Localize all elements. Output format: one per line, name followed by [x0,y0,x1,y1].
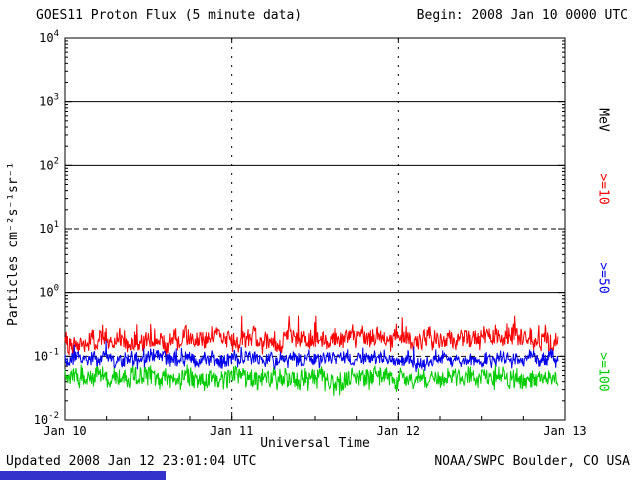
x-tick-label-jan-12: Jan 12 [377,424,420,438]
plot-frame [64,37,566,421]
chart-title: GOES11 Proton Flux (5 minute data) [36,8,303,23]
y-tick-label-1e-2: 10-2 [34,411,59,427]
right-axis-unit-mev: MeV [595,108,611,132]
bottom-blue-bar [0,471,166,480]
begin-timestamp: Begin: 2008 Jan 10 0000 UTC [416,8,628,23]
x-tick-label-jan-13: Jan 13 [543,424,586,438]
series-50-mev-line [64,340,559,373]
updated-timestamp: Updated 2008 Jan 12 23:01:04 UTC [6,454,257,469]
right-axis-label-ge10: >=10 [595,173,611,205]
y-axis-label: Particles cm⁻²s⁻¹sr⁻¹ [6,161,21,326]
y-tick-label-1e4: 104 [39,29,59,45]
x-tick-label-jan-11: Jan 11 [210,424,253,438]
x-axis-label: Universal Time [260,436,370,451]
y-tick-label-1e1: 101 [39,220,59,236]
series-10-mev-line [64,315,559,356]
right-axis-label-ge100: >=100 [595,352,611,392]
x-tick-label-jan-10: Jan 10 [43,424,86,438]
y-tick-label-1e0: 100 [39,284,59,300]
y-tick-label-1e3: 103 [39,93,59,109]
credit-label: NOAA/SWPC Boulder, CO USA [434,454,630,469]
series-100-mev-line [64,364,559,396]
right-axis-label-ge50: >=50 [595,262,611,294]
y-tick-label-1e2: 102 [39,156,59,172]
y-tick-label-1e-1: 10-1 [34,347,59,363]
